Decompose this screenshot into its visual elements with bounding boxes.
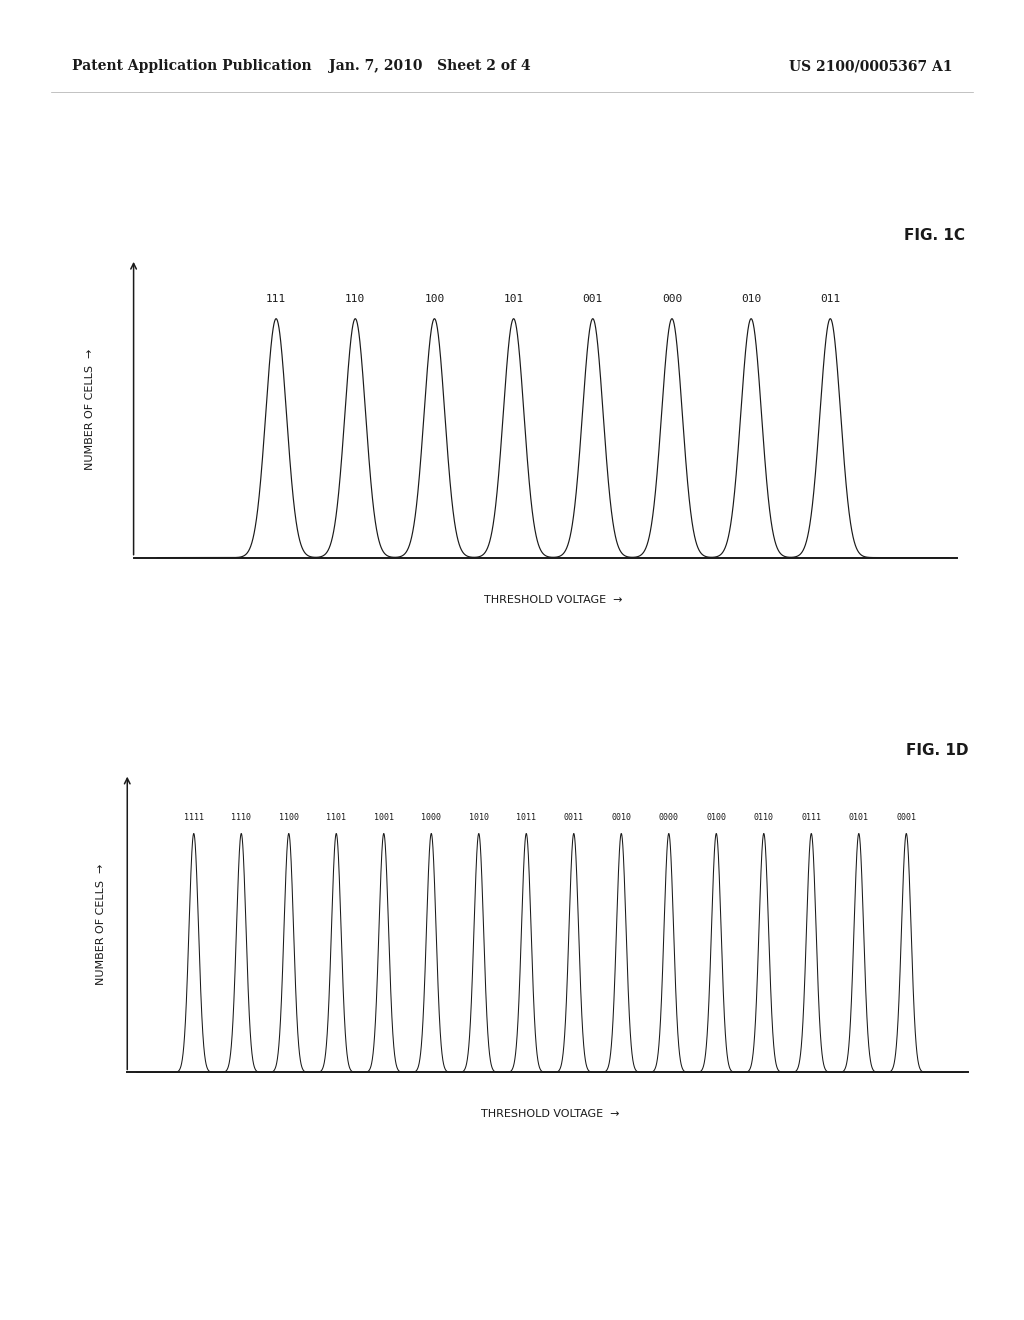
Text: 1100: 1100 [279, 813, 299, 821]
Text: 0101: 0101 [849, 813, 868, 821]
Text: 1101: 1101 [327, 813, 346, 821]
Text: 001: 001 [583, 294, 603, 305]
Text: 110: 110 [345, 294, 366, 305]
Text: 0000: 0000 [658, 813, 679, 821]
Text: 100: 100 [424, 294, 444, 305]
Text: 0100: 0100 [707, 813, 726, 821]
Text: THRESHOLD VOLTAGE  →: THRESHOLD VOLTAGE → [481, 1109, 620, 1119]
Text: Patent Application Publication: Patent Application Publication [72, 59, 311, 74]
Text: 0110: 0110 [754, 813, 774, 821]
Text: 101: 101 [504, 294, 523, 305]
Text: 1010: 1010 [469, 813, 488, 821]
Text: 0010: 0010 [611, 813, 631, 821]
Text: 0011: 0011 [564, 813, 584, 821]
Text: 1011: 1011 [516, 813, 537, 821]
Text: Jan. 7, 2010   Sheet 2 of 4: Jan. 7, 2010 Sheet 2 of 4 [330, 59, 530, 74]
Text: 1111: 1111 [183, 813, 204, 821]
Text: FIG. 1C: FIG. 1C [904, 228, 965, 243]
Text: 1000: 1000 [421, 813, 441, 821]
Text: 0001: 0001 [896, 813, 916, 821]
Text: 011: 011 [820, 294, 841, 305]
Text: THRESHOLD VOLTAGE  →: THRESHOLD VOLTAGE → [484, 594, 623, 605]
Text: NUMBER OF CELLS  →: NUMBER OF CELLS → [96, 863, 106, 985]
Text: 000: 000 [662, 294, 682, 305]
Text: 1110: 1110 [231, 813, 251, 821]
Text: 1001: 1001 [374, 813, 394, 821]
Text: 010: 010 [741, 294, 761, 305]
Text: NUMBER OF CELLS  →: NUMBER OF CELLS → [85, 348, 95, 470]
Text: FIG. 1D: FIG. 1D [905, 743, 968, 758]
Text: 111: 111 [266, 294, 287, 305]
Text: US 2100/0005367 A1: US 2100/0005367 A1 [788, 59, 952, 74]
Text: 0111: 0111 [802, 813, 821, 821]
